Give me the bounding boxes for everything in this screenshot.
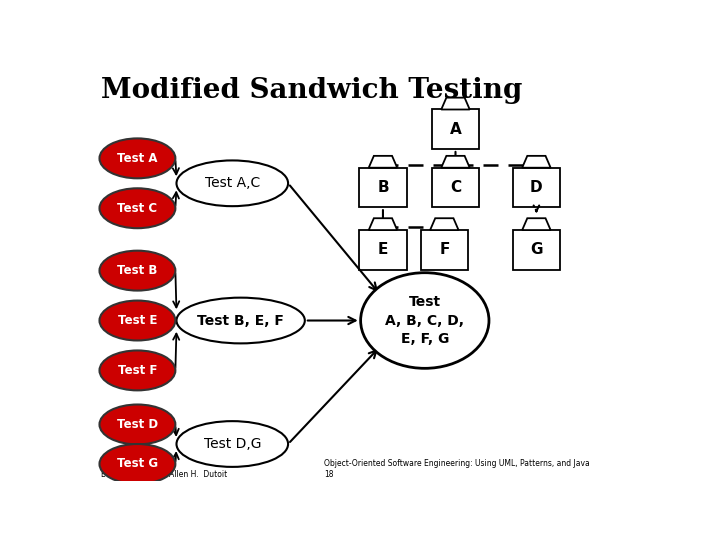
Text: Test A,C: Test A,C — [204, 176, 260, 190]
Polygon shape — [441, 156, 469, 168]
Text: Test D: Test D — [117, 418, 158, 431]
Text: F: F — [439, 242, 449, 258]
Text: Bernd Bruegge & Allen H.  Dutoit: Bernd Bruegge & Allen H. Dutoit — [101, 469, 228, 478]
Text: E: E — [378, 242, 388, 258]
Ellipse shape — [176, 298, 305, 343]
Text: A: A — [449, 122, 462, 137]
Ellipse shape — [99, 138, 176, 178]
Ellipse shape — [176, 421, 288, 467]
Bar — [359, 168, 407, 207]
Text: Test G: Test G — [117, 457, 158, 470]
Text: Test B: Test B — [117, 264, 158, 277]
Polygon shape — [369, 218, 397, 230]
Polygon shape — [369, 156, 397, 168]
Polygon shape — [430, 218, 459, 230]
Text: Test B, E, F: Test B, E, F — [197, 314, 284, 328]
Text: G: G — [530, 242, 543, 258]
Ellipse shape — [99, 350, 176, 390]
Ellipse shape — [99, 404, 176, 444]
Text: Test
A, B, C, D,
E, F, G: Test A, B, C, D, E, F, G — [385, 295, 464, 346]
Text: Modified Sandwich Testing: Modified Sandwich Testing — [101, 77, 523, 104]
Bar — [359, 230, 407, 269]
Ellipse shape — [99, 251, 176, 291]
Text: Test F: Test F — [118, 364, 157, 377]
Text: D: D — [530, 180, 543, 195]
Text: Test E: Test E — [118, 314, 157, 327]
Bar — [513, 230, 560, 269]
Text: Test A: Test A — [117, 152, 158, 165]
Text: Object-Oriented Software Engineering: Using UML, Patterns, and Java
18: Object-Oriented Software Engineering: Us… — [324, 459, 590, 478]
Text: B: B — [377, 180, 389, 195]
Ellipse shape — [361, 273, 489, 368]
Ellipse shape — [99, 301, 176, 341]
Polygon shape — [522, 156, 551, 168]
Polygon shape — [441, 98, 469, 110]
Bar — [513, 168, 560, 207]
Polygon shape — [522, 218, 551, 230]
Ellipse shape — [99, 444, 176, 484]
Bar — [420, 230, 468, 269]
Bar — [432, 110, 480, 149]
Ellipse shape — [176, 160, 288, 206]
Ellipse shape — [99, 188, 176, 228]
Text: Test C: Test C — [117, 202, 158, 215]
Text: C: C — [450, 180, 461, 195]
Text: Test D,G: Test D,G — [204, 437, 261, 451]
Bar — [432, 168, 480, 207]
